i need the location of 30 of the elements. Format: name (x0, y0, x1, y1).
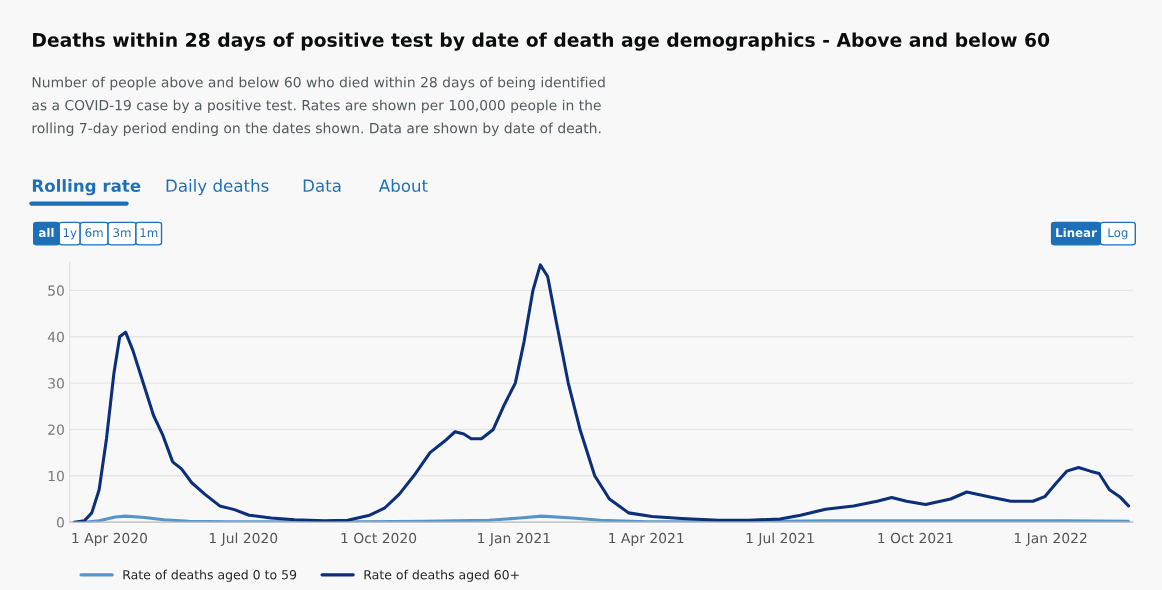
x-tick-label: 1 Apr 2020 (72, 532, 148, 547)
legend-label: Rate of deaths aged 0 to 59 (123, 569, 297, 582)
text: 1y (63, 228, 77, 240)
y-tick-label: 0 (56, 517, 64, 528)
x-tick-label: 1 Apr 2021 (609, 532, 684, 547)
x-tick-label: 1 Jan 2021 (478, 532, 550, 546)
text: 1m (140, 228, 158, 237)
y-tick-label: 20 (48, 424, 64, 435)
text: Daily deaths (166, 179, 269, 196)
text: Rolling rate (32, 179, 141, 196)
y-tick-label: 40 (47, 331, 64, 343)
x-tick-label: 1 Oct 2021 (878, 532, 953, 544)
y-tick-label: 50 (48, 285, 64, 296)
text: all (38, 227, 54, 238)
chart-title: Deaths within 28 days of positive test by date of death age demographics - Above and below 60 (33, 32, 1050, 51)
x-tick-label: 1 Oct 2020 (341, 532, 417, 544)
x-tick-label: 1 Jul 2021 (746, 532, 814, 546)
text: 3m (113, 228, 131, 238)
y-tick-label: 30 (48, 378, 64, 389)
text: Log (1108, 228, 1128, 240)
y-tick-label: 10 (48, 470, 64, 482)
line-series (72, 263, 1131, 523)
text: About (378, 179, 428, 192)
text: Linear (1056, 227, 1097, 238)
x-tick-label: 1 Jan 2022 (1014, 532, 1087, 546)
text: Data (303, 179, 341, 192)
legend-label: Rate of deaths aged 60+ (364, 569, 519, 582)
chart-subtitle: Number of people above and below 60 who died within 28 days of being identified as a COVID-19 case by a positive test. Rates are shown per 100,000 people in the rolling 7-day period ending on the dates shown. Data are shown by date of death. (32, 76, 605, 137)
x-tick-label: 1 Jul 2020 (209, 532, 278, 546)
text: 6m (85, 228, 103, 238)
